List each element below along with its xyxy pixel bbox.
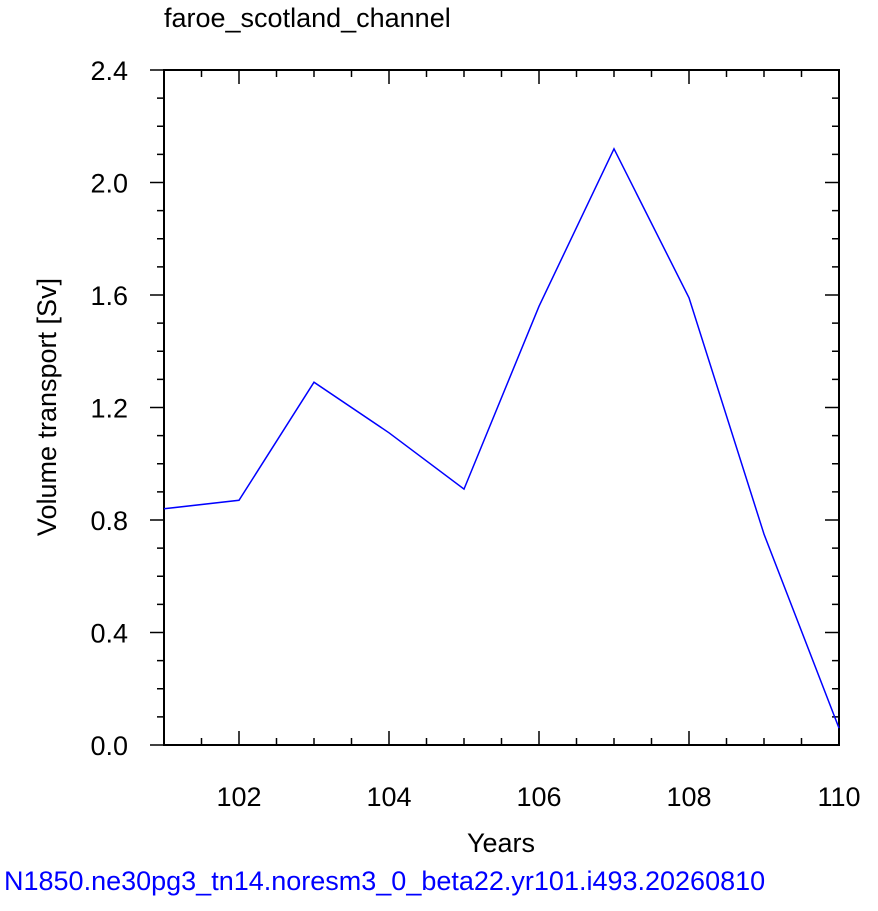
x-tick-label: 106 xyxy=(516,782,561,812)
y-tick-label: 2.4 xyxy=(90,56,128,86)
x-tick-label: 110 xyxy=(817,782,860,812)
series-line xyxy=(163,147,840,729)
x-tick-label: 108 xyxy=(666,782,711,812)
chart-title: faroe_scotland_channel xyxy=(164,3,451,33)
plot-frame xyxy=(163,69,840,746)
tick-labels: 102 104 106 108 110 0.0 0.4 0.8 1.2 1.6 2.0 2.4 xyxy=(90,56,860,812)
y-tick-label: 1.6 xyxy=(90,281,128,311)
run-caption: N1850.ne30pg3_tn14.noresm3_0_beta22.yr10… xyxy=(4,866,766,896)
y-tick-label: 0.8 xyxy=(90,506,128,536)
x-tick-label: 104 xyxy=(366,782,411,812)
y-tick-label: 1.2 xyxy=(90,394,128,424)
y-axis-label: Volume transport [Sv] xyxy=(32,278,62,536)
y-tick-label: 2.0 xyxy=(90,169,128,199)
series-layer xyxy=(163,147,840,729)
x-tick-label: 102 xyxy=(216,782,261,812)
y-tick-label: 0.0 xyxy=(90,731,128,761)
y-tick-label: 0.4 xyxy=(90,619,128,649)
x-axis-label: Years xyxy=(467,828,535,858)
axis-ticks xyxy=(150,69,840,746)
